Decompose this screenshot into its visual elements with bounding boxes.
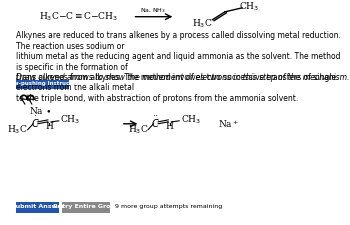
FancyBboxPatch shape: [62, 202, 110, 213]
Text: Na$^+$: Na$^+$: [218, 118, 239, 130]
Text: H$_3$C: H$_3$C: [7, 124, 28, 136]
Text: Retry Entire Group: Retry Entire Group: [53, 204, 119, 209]
Text: 9 more group attempts remaining: 9 more group attempts remaining: [116, 204, 223, 209]
Text: $\ddot{C}$: $\ddot{C}$: [152, 115, 160, 130]
Text: H$_3$C: H$_3$C: [127, 124, 148, 136]
Text: Arrow-pushing Instructions: Arrow-pushing Instructions: [0, 81, 85, 86]
Text: Na, NH$_3$: Na, NH$_3$: [140, 7, 167, 15]
Text: H$_3$C$-$C$\equiv$C$-$CH$_3$: H$_3$C$-$C$\equiv$C$-$CH$_3$: [38, 10, 118, 23]
Text: Alkynes are reduced to trans alkenes by a process called dissolving metal reduct: Alkynes are reduced to trans alkenes by …: [16, 32, 341, 103]
Text: H: H: [166, 122, 174, 131]
Text: Draw curved arrows to show the movement of electrons in this step of the mechani: Draw curved arrows to show the movement …: [16, 73, 349, 82]
Text: H: H: [46, 122, 53, 131]
Text: CH$_3$: CH$_3$: [239, 1, 259, 13]
Text: H$_3$C: H$_3$C: [192, 17, 213, 30]
Text: CH$_3$: CH$_3$: [60, 114, 80, 126]
Text: $\dot{C}$: $\dot{C}$: [31, 115, 40, 130]
Text: CH$_3$: CH$_3$: [181, 114, 201, 126]
Text: Na $\bullet$: Na $\bullet$: [29, 105, 51, 116]
FancyBboxPatch shape: [16, 80, 69, 89]
Text: Submit Answer: Submit Answer: [10, 204, 64, 209]
FancyBboxPatch shape: [16, 202, 59, 213]
